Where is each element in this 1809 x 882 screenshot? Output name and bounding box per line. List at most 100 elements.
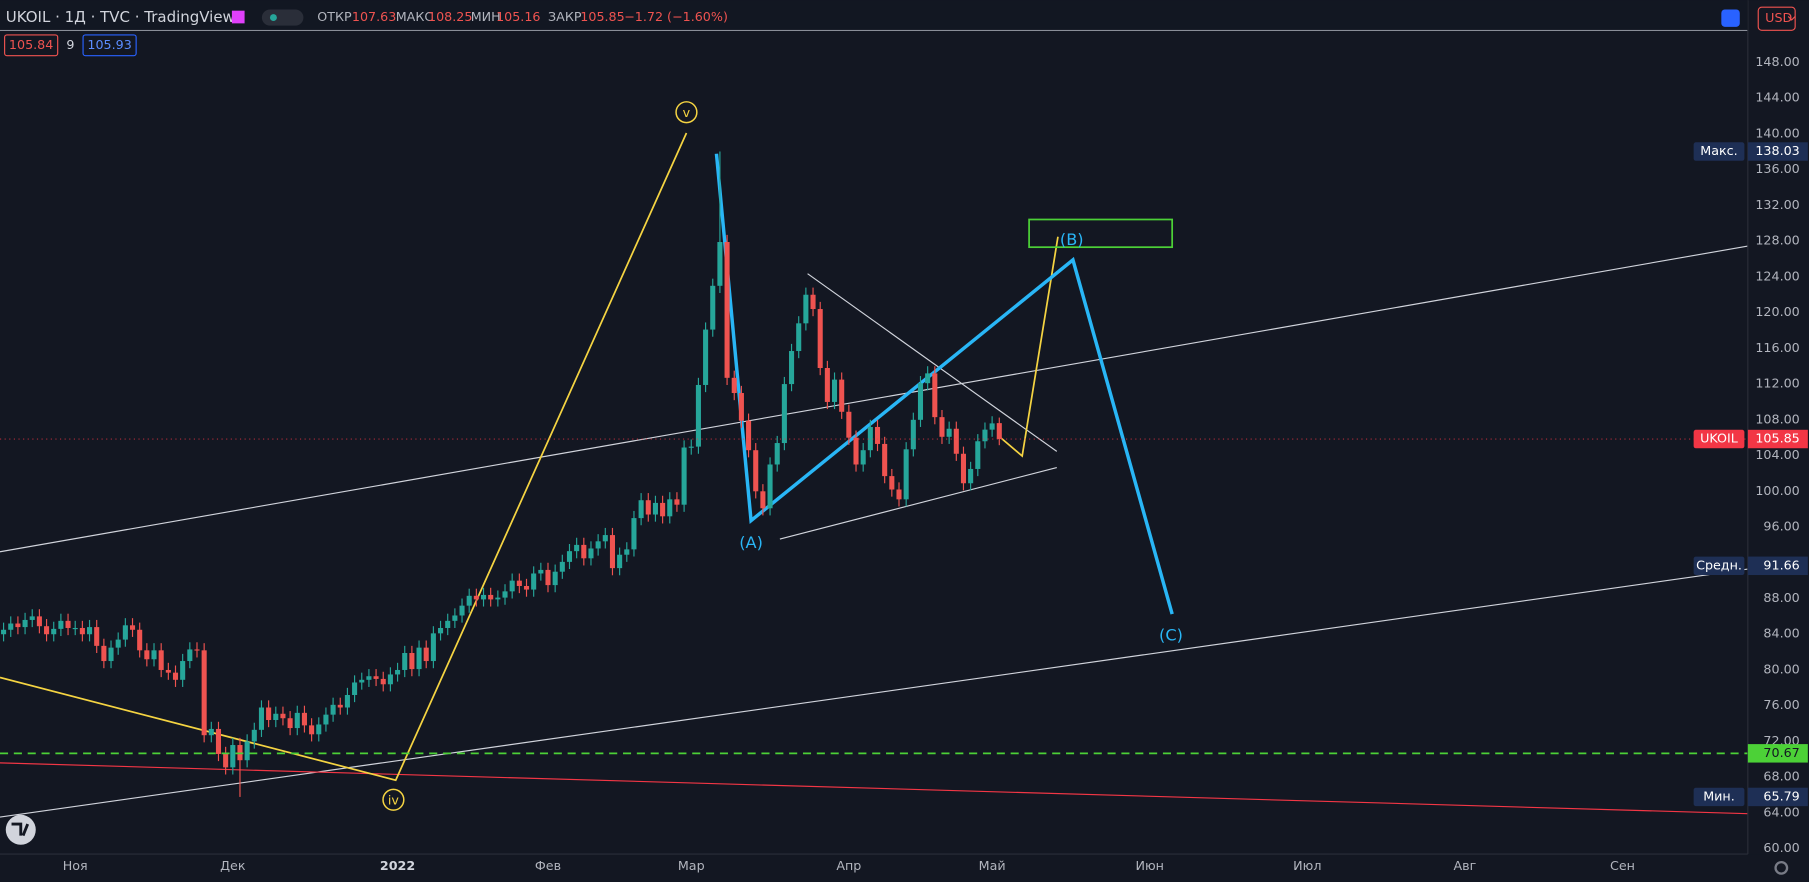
candle-body — [910, 419, 916, 450]
candle-body — [523, 585, 530, 590]
x-tick-label: Май — [979, 858, 1006, 873]
candle-body — [172, 672, 179, 680]
price-label-value: 105.85 — [1755, 431, 1799, 446]
wave-label: (C) — [1159, 625, 1183, 644]
spread: 9 — [66, 37, 74, 52]
compare-button[interactable] — [1721, 9, 1740, 27]
candle-body — [409, 653, 415, 670]
bid-box[interactable] — [4, 34, 59, 57]
candle-body — [846, 411, 852, 438]
candle-body — [903, 449, 909, 500]
price-label-name: Мин. — [1703, 788, 1735, 803]
candle-body — [65, 620, 71, 628]
candle-body — [430, 633, 436, 662]
candle-body — [337, 704, 343, 708]
candle-body — [22, 619, 28, 628]
candle-body — [674, 499, 680, 505]
price-label-box — [1747, 556, 1808, 576]
candle-body — [115, 639, 121, 648]
open-label: ОТКР — [317, 9, 352, 24]
wave-label: iv — [388, 792, 400, 807]
x-tick-label: Авг — [1453, 858, 1476, 873]
status-pill[interactable] — [261, 9, 304, 26]
candle-body — [459, 605, 465, 616]
candle-body — [344, 694, 350, 708]
candle-body — [817, 309, 823, 368]
wave-circle — [675, 101, 698, 124]
candle-body — [667, 499, 673, 517]
candle-body — [94, 627, 100, 646]
candle-body — [824, 367, 830, 402]
y-tick-label: 128.00 — [1755, 233, 1799, 248]
flag-icon[interactable] — [231, 10, 245, 24]
candle-body — [402, 653, 408, 670]
wave-label: v — [683, 105, 691, 120]
price-label-name-box — [1693, 787, 1745, 807]
logo-mark — [11, 822, 30, 837]
open-value: 107.63 — [352, 9, 396, 24]
candle-body — [1, 629, 7, 635]
candle-body — [760, 491, 766, 509]
candle-body — [617, 554, 623, 569]
candle-body — [101, 645, 107, 662]
candle-body — [36, 616, 42, 627]
candle-body — [194, 649, 200, 651]
close-label: ЗАКР — [548, 9, 582, 24]
settings-icon[interactable] — [1774, 860, 1789, 875]
candle-body — [710, 285, 716, 330]
candle-body — [588, 548, 594, 559]
candle-body — [144, 650, 150, 660]
candle-body — [638, 500, 644, 519]
price-label-box — [1747, 744, 1808, 763]
trend-line — [0, 762, 1748, 815]
candle-body — [874, 426, 881, 444]
candle-body — [51, 628, 57, 635]
candle-body — [244, 741, 250, 761]
ask-box[interactable] — [82, 34, 137, 57]
low-label: МИН — [471, 9, 501, 24]
candle-body — [960, 453, 967, 484]
candle-body — [717, 242, 723, 286]
price-label-name-box — [1693, 429, 1745, 449]
candle-body — [15, 623, 21, 628]
wave-circle — [382, 788, 405, 811]
target-box — [1028, 218, 1174, 249]
candle-body — [896, 489, 902, 500]
candle-body — [473, 595, 479, 600]
status-dot — [269, 14, 277, 22]
candle-body — [352, 682, 358, 695]
candle-body — [810, 294, 816, 310]
y-tick-label: 132.00 — [1755, 197, 1799, 212]
candle-body — [387, 674, 393, 685]
x-tick-label: Дек — [220, 858, 246, 873]
candle-body — [939, 417, 945, 437]
candle-body — [294, 712, 300, 729]
y-tick-label: 148.00 — [1755, 54, 1799, 69]
y-tick-label: 136.00 — [1755, 161, 1799, 176]
candle-body — [889, 476, 895, 490]
y-tick-label: 116.00 — [1755, 340, 1799, 355]
candle-body — [230, 745, 236, 768]
candle-body — [746, 420, 752, 451]
candle-body — [122, 625, 128, 640]
candle-body — [968, 468, 974, 484]
x-tick-label: Сен — [1610, 858, 1635, 873]
high-label: МАКС — [396, 9, 434, 24]
candle-body — [44, 626, 50, 635]
candle-body — [574, 544, 580, 552]
candle-body — [882, 443, 888, 477]
candle-body — [867, 426, 873, 451]
x-tick-label: Фев — [535, 858, 561, 873]
candle-body — [87, 627, 93, 635]
candle-body — [273, 713, 279, 721]
candle-body — [609, 535, 616, 569]
y-tick-label: 140.00 — [1755, 125, 1799, 140]
overlay — [0, 438, 1748, 755]
x-tick-label: Апр — [836, 858, 861, 873]
y-tick-label: 96.00 — [1763, 519, 1799, 534]
currency-button[interactable] — [1757, 6, 1796, 31]
candle-body — [645, 500, 651, 515]
candle-body — [151, 650, 157, 660]
y-tick-label: 68.00 — [1763, 769, 1799, 784]
price-label-box — [1747, 429, 1808, 449]
